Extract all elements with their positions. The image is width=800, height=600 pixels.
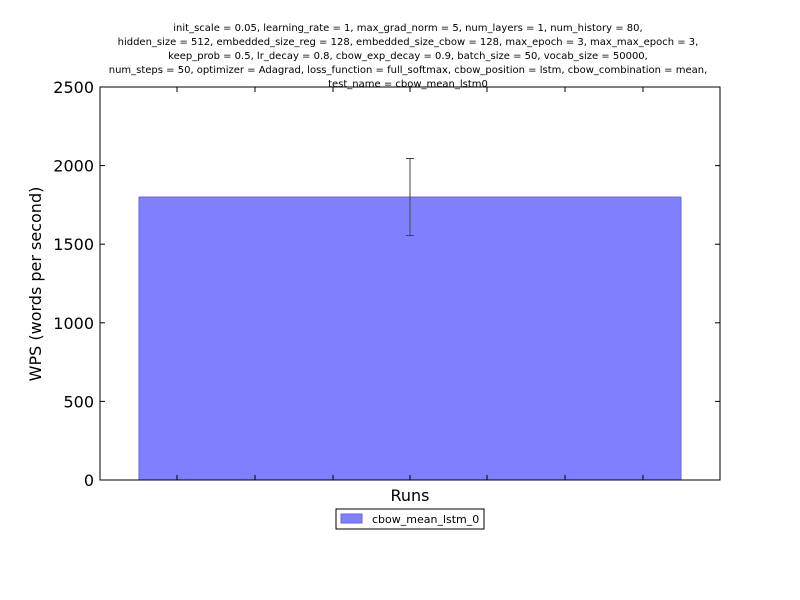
chart-title-line: init_scale = 0.05, learning_rate = 1, ma… [173,23,642,34]
chart-title: init_scale = 0.05, learning_rate = 1, ma… [109,23,708,90]
chart-title-line: test_name = cbow_mean_lstm0 [328,79,488,90]
legend-label: cbow_mean_lstm_0 [372,513,479,526]
x-axis-label: Runs [390,486,429,505]
chart-title-line: hidden_size = 512, embedded_size_reg = 1… [118,37,699,48]
legend-box [335,508,485,530]
y-tick-label: 1000 [53,314,94,333]
y-tick-label: 2000 [53,157,94,176]
chart-title-line: keep_prob = 0.5, lr_decay = 0.8, cbow_ex… [168,51,648,62]
plot-area [99,86,721,481]
y-axis-ticks: 0 500 1000 1500 2000 2500 [53,78,720,490]
legend: cbow_mean_lstm_0 [335,508,485,530]
y-axis-label: WPS (words per second) [26,187,45,382]
chart-title-line: num_steps = 50, optimizer = Adagrad, los… [109,65,708,76]
y-tick-label: 1500 [53,235,94,254]
bar [138,196,682,481]
y-tick-label: 0 [84,471,94,490]
legend-swatch [340,513,363,524]
y-tick-label: 2500 [53,78,94,97]
y-tick-label: 500 [63,392,94,411]
